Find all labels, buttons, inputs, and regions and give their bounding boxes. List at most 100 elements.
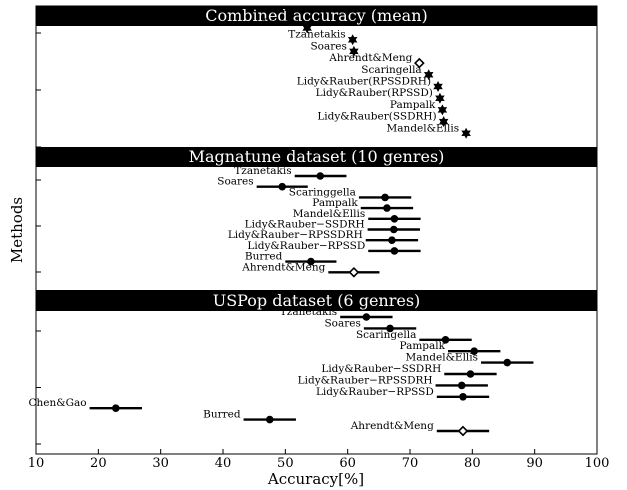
star-marker — [423, 69, 434, 81]
data-point: Pampalk — [400, 340, 501, 356]
circle-marker — [307, 257, 315, 266]
circle-marker — [457, 381, 466, 390]
data-point: Lidy&Rauber−RPSSDRH — [228, 229, 419, 244]
method-label: Soares — [310, 40, 346, 52]
diamond-marker — [457, 425, 469, 437]
circle-marker — [389, 225, 398, 234]
data-point: Mandel&Ellis — [387, 122, 471, 139]
data-point: Mandel&Ellis — [406, 352, 534, 367]
data-point: Pampalk — [312, 197, 414, 212]
circle-marker — [111, 404, 120, 413]
method-label: Lidy&Rauber−RPSSD — [316, 386, 434, 398]
star-marker — [438, 116, 449, 128]
x-tick-label: 80 — [464, 456, 481, 471]
data-point: Lidy&Rauber−SSDRH — [321, 363, 497, 378]
x-tick-label: 90 — [526, 456, 543, 471]
data-point: Ahrendt&Meng — [350, 420, 490, 437]
star-marker — [435, 92, 445, 104]
panels-layer: Combined accuracy (mean) Magnatune datase… — [36, 6, 597, 445]
x-tick-label: 10 — [28, 456, 45, 471]
panel-title: USPop dataset (6 genres) — [213, 291, 421, 310]
x-tick-label: 60 — [339, 456, 356, 471]
data-point: Burred — [245, 251, 337, 266]
data-point: Scaringgella — [289, 186, 412, 202]
data-point: Mandel&Ellis — [293, 208, 421, 223]
method-label: Mandel&Ellis — [406, 352, 479, 364]
method-label: Chen&Gao — [29, 397, 87, 409]
data-point: Chen&Gao — [29, 397, 142, 413]
data-point: Ahrendt&Meng — [241, 261, 380, 278]
circle-marker — [390, 215, 399, 223]
method-label: Ahrendt&Meng — [328, 52, 412, 64]
circle-marker — [459, 393, 467, 401]
panel-title: Combined accuracy (mean) — [205, 6, 428, 25]
method-label: Tzanetakis — [288, 29, 345, 41]
star-marker — [349, 45, 359, 57]
data-point: Lidy&Rauber(RPSSDRH) — [297, 76, 443, 92]
data-point: Tzanetakis — [288, 29, 358, 46]
method-label: Burred — [245, 251, 283, 263]
data-point: Lidy&Rauber(SSDRH) — [317, 111, 449, 128]
method-label: Soares — [324, 317, 360, 329]
data-point: Tzanetakis — [280, 306, 393, 321]
x-axis: 10 20 30 40 50 60 70 80 90 100 — [28, 6, 610, 471]
panel-title: Magnatune dataset (10 genres) — [189, 147, 445, 166]
x-tick-label: 40 — [215, 456, 232, 471]
data-point: Lidy&Rauber−RPSSDRH — [298, 374, 488, 390]
method-label: Ahrendt&Meng — [241, 261, 325, 273]
data-point: Soares — [217, 176, 308, 191]
star-marker — [302, 22, 312, 34]
method-label: Lidy&Rauber−RPSSDRH — [298, 374, 433, 386]
circle-marker — [381, 193, 389, 202]
method-label: Soares — [217, 176, 253, 188]
data-point: Burred — [263, 17, 312, 34]
data-point: Soares — [310, 40, 359, 57]
x-axis-label: Accuracy[%] — [267, 470, 364, 488]
data-point: Scaringella — [356, 329, 472, 344]
star-marker — [437, 104, 448, 116]
x-tick-label: 100 — [585, 456, 610, 471]
method-label: Lidy&Rauber−RPSSD — [247, 240, 365, 252]
method-label: Lidy&Rauber−SSDRH — [321, 363, 441, 375]
diamond-marker — [348, 266, 360, 278]
y-axis-label: Methods — [8, 197, 26, 263]
circle-marker — [390, 247, 399, 255]
data-point: Lidy&Rauber−SSDRH — [245, 219, 420, 234]
method-label: Lidy&Rauber(SSDRH) — [317, 111, 436, 123]
circle-marker — [466, 370, 475, 378]
x-tick-label: 30 — [152, 456, 169, 471]
data-point: Lidy&Rauber−RPSSD — [316, 386, 490, 401]
circle-marker — [386, 324, 394, 333]
data-point: Soares — [324, 317, 417, 333]
circle-marker — [441, 336, 450, 344]
method-label: Pampalk — [390, 99, 436, 111]
circle-marker — [278, 182, 287, 191]
data-point: Lidy&Rauber(RPSSD) — [316, 87, 445, 104]
star-marker — [433, 81, 443, 92]
data-point: Tzanetakis — [234, 165, 347, 180]
panel-title-band — [36, 147, 597, 167]
circle-marker — [316, 172, 325, 180]
method-label: Scaringella — [361, 64, 421, 76]
marks-layer: BurredTzanetakisSoaresAhrendt&MengScarin… — [29, 17, 534, 437]
data-point: Pampalk — [390, 99, 448, 116]
star-marker — [461, 127, 471, 139]
circle-marker — [362, 313, 371, 321]
plot-frame — [35, 5, 598, 455]
method-label: Lidy&Rauber−SSDRH — [245, 219, 365, 231]
method-label: Scaringgella — [289, 186, 356, 198]
panel-title-band — [36, 6, 597, 26]
method-label: Tzanetakis — [280, 306, 337, 318]
method-label: Mandel&Ellis — [293, 208, 366, 220]
method-label: Tzanetakis — [234, 165, 291, 177]
star-marker — [347, 34, 358, 46]
method-label: Lidy&Rauber(RPSSD) — [316, 87, 433, 99]
method-label: Ahrendt&Meng — [350, 420, 434, 432]
method-label: Mandel&Ellis — [387, 122, 460, 134]
method-label: Lidy&Rauber(RPSSDRH) — [297, 76, 431, 88]
data-point: Lidy&Rauber−RPSSD — [247, 240, 421, 255]
method-label: Pampalk — [312, 197, 358, 209]
x-tick-label: 50 — [277, 456, 294, 471]
method-label: Burred — [203, 409, 241, 421]
x-tick-label: 20 — [90, 456, 107, 471]
